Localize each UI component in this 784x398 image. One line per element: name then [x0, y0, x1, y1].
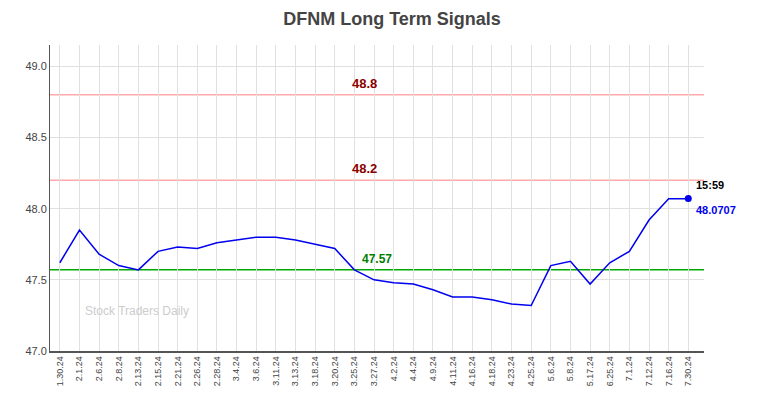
svg-text:4.16.24: 4.16.24 [467, 356, 477, 386]
svg-text:3.27.24: 3.27.24 [369, 356, 379, 386]
svg-text:4.9.24: 4.9.24 [428, 356, 438, 381]
svg-text:3.20.24: 3.20.24 [330, 356, 340, 386]
svg-text:47.0: 47.0 [25, 345, 46, 357]
svg-text:3.6.24: 3.6.24 [251, 356, 261, 381]
svg-text:48.2: 48.2 [352, 161, 377, 176]
svg-text:7.1.24: 7.1.24 [624, 356, 634, 381]
svg-text:2.1.24: 2.1.24 [74, 356, 84, 381]
svg-text:DFNM Long Term Signals: DFNM Long Term Signals [283, 9, 501, 29]
svg-text:49.0: 49.0 [25, 60, 46, 72]
svg-text:48.0707: 48.0707 [696, 204, 736, 216]
svg-text:3.25.24: 3.25.24 [349, 356, 359, 386]
svg-text:2.21.24: 2.21.24 [173, 356, 183, 386]
svg-text:48.5: 48.5 [25, 131, 46, 143]
svg-text:4.11.24: 4.11.24 [448, 356, 458, 385]
svg-text:5.6.24: 5.6.24 [546, 356, 556, 381]
svg-text:5.8.24: 5.8.24 [565, 356, 575, 381]
svg-text:15:59: 15:59 [696, 179, 724, 191]
svg-text:7.16.24: 7.16.24 [664, 356, 674, 386]
svg-text:1.30.24: 1.30.24 [55, 356, 65, 386]
svg-text:2.6.24: 2.6.24 [94, 356, 104, 381]
svg-text:2.8.24: 2.8.24 [114, 356, 124, 381]
svg-text:7.30.24: 7.30.24 [683, 356, 693, 386]
svg-text:48.8: 48.8 [352, 76, 377, 91]
svg-text:2.13.24: 2.13.24 [133, 356, 143, 386]
svg-text:5.17.24: 5.17.24 [585, 356, 595, 386]
svg-text:3.11.24: 3.11.24 [271, 356, 281, 385]
svg-text:2.15.24: 2.15.24 [153, 356, 163, 386]
svg-text:48.0: 48.0 [25, 203, 46, 215]
svg-text:4.2.24: 4.2.24 [389, 356, 399, 381]
svg-text:3.4.24: 3.4.24 [232, 356, 242, 381]
svg-text:4.4.24: 4.4.24 [408, 356, 418, 381]
svg-text:47.57: 47.57 [362, 252, 392, 266]
svg-text:3.13.24: 3.13.24 [290, 356, 300, 386]
svg-text:4.23.24: 4.23.24 [506, 356, 516, 386]
svg-text:6.25.24: 6.25.24 [605, 356, 615, 386]
svg-text:47.5: 47.5 [25, 274, 46, 286]
svg-text:4.25.24: 4.25.24 [526, 356, 536, 386]
svg-text:7.12.24: 7.12.24 [644, 356, 654, 386]
svg-text:4.18.24: 4.18.24 [487, 356, 497, 386]
svg-text:2.28.24: 2.28.24 [212, 356, 222, 386]
svg-text:3.18.24: 3.18.24 [310, 356, 320, 386]
svg-text:2.26.24: 2.26.24 [192, 356, 202, 386]
svg-text:Stock Traders Daily: Stock Traders Daily [85, 304, 189, 318]
